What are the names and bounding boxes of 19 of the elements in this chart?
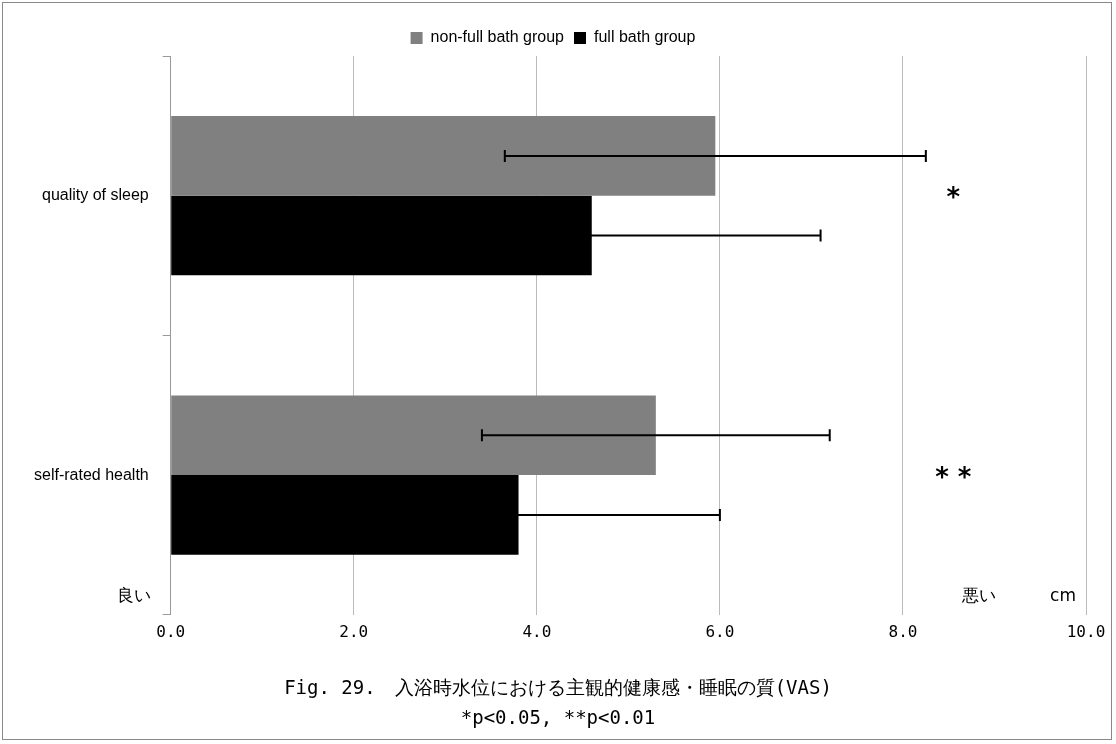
text: Fig. 29. 入浴時水位における主観的健康感・睡眠の質(VAS) — [283, 675, 833, 700]
x-tick-label: 8.0 — [888, 621, 918, 641]
text: *p<0.05, **p<0.01 — [459, 706, 657, 728]
annotation: 悪い — [961, 585, 997, 606]
x-tick-label: 0.0 — [156, 621, 186, 641]
annotation: cm — [1050, 585, 1076, 606]
annotation: * * — [935, 461, 972, 492]
bar — [171, 395, 656, 476]
text: 良い — [116, 585, 151, 606]
y-tick-label: self-rated health — [34, 465, 149, 483]
legend-label: full bath group — [594, 28, 696, 46]
x-tick-label: 4.0 — [522, 621, 552, 641]
y-tick-label: quality of sleep — [42, 186, 149, 204]
legend-label: non-full bath group — [430, 28, 565, 46]
x-tick-label: 10.0 — [1066, 621, 1106, 641]
x-tick-label: 6.0 — [705, 621, 735, 641]
bar — [171, 116, 716, 196]
x-tick-label: 2.0 — [339, 621, 369, 641]
annotation: * — [946, 182, 961, 213]
